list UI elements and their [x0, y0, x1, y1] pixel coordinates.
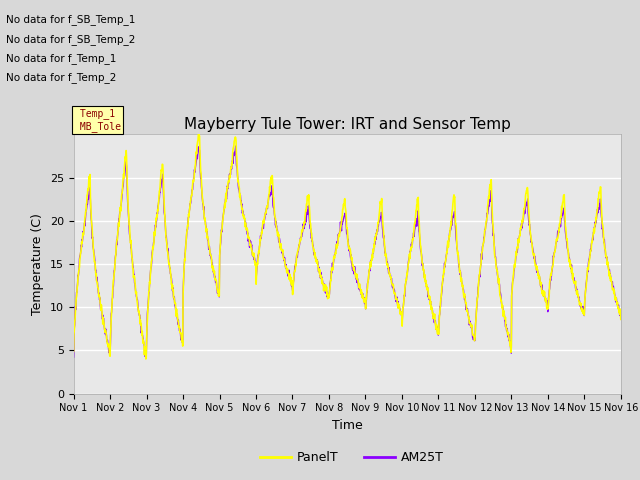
Text: No data for f_SB_Temp_1: No data for f_SB_Temp_1 — [6, 14, 136, 25]
AM25T — [134, 307, 142, 312]
AM25T — [143, 355, 150, 360]
Y-axis label: Temperature (C): Temperature (C) — [31, 213, 44, 315]
AM25T — [70, 354, 77, 360]
AM25T — [314, 259, 322, 265]
PanelT — [142, 356, 150, 362]
PanelT — [112, 250, 120, 256]
AM25T — [232, 143, 239, 149]
PanelT — [195, 129, 203, 134]
AM25T — [617, 309, 625, 315]
Text: Temp_1 
 MB_Tole: Temp_1 MB_Tole — [74, 108, 120, 132]
PanelT — [134, 306, 142, 312]
PanelT — [303, 201, 310, 207]
PanelT — [324, 296, 332, 301]
Text: No data for f_SB_Temp_2: No data for f_SB_Temp_2 — [6, 34, 136, 45]
Text: No data for f_Temp_1: No data for f_Temp_1 — [6, 53, 116, 64]
PanelT — [617, 316, 625, 322]
PanelT — [314, 264, 322, 269]
AM25T — [303, 213, 310, 219]
AM25T — [112, 252, 120, 258]
Legend: PanelT, AM25T: PanelT, AM25T — [255, 446, 449, 469]
AM25T — [382, 253, 390, 259]
AM25T — [324, 290, 332, 296]
PanelT — [70, 348, 77, 354]
X-axis label: Time: Time — [332, 419, 363, 432]
Text: No data for f_Temp_2: No data for f_Temp_2 — [6, 72, 116, 83]
PanelT — [382, 251, 390, 257]
Line: AM25T: AM25T — [74, 146, 621, 358]
Title: Mayberry Tule Tower: IRT and Sensor Temp: Mayberry Tule Tower: IRT and Sensor Temp — [184, 117, 511, 132]
Line: PanelT: PanelT — [74, 132, 621, 359]
